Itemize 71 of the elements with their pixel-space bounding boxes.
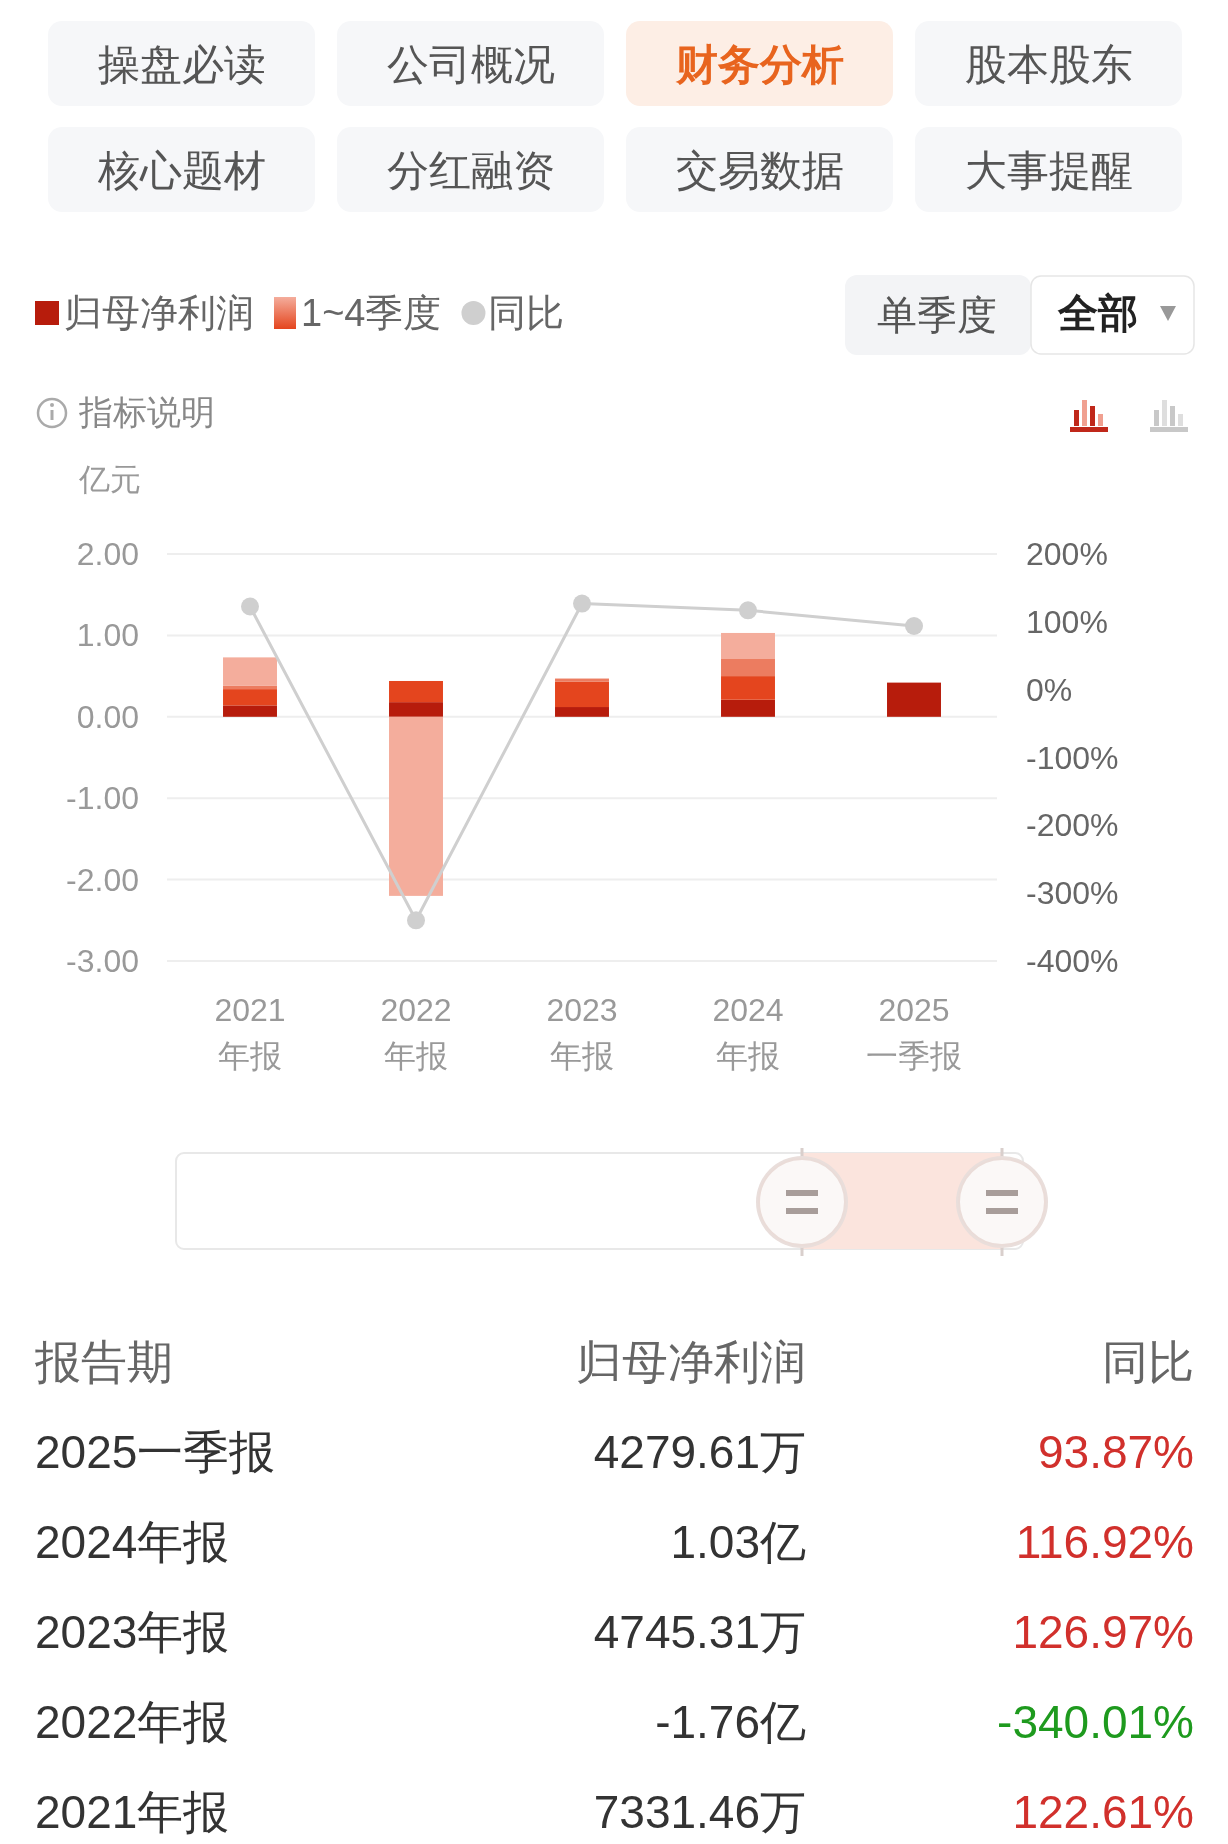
text: 7331.46万 bbox=[593, 1786, 806, 1838]
y-tick-label: 0.00 bbox=[76, 698, 139, 735]
bar bbox=[223, 685, 277, 690]
text: 财务分析 bbox=[674, 40, 844, 88]
legend-label: 1~4季度 bbox=[301, 292, 442, 334]
y2-tick-label: -300% bbox=[1026, 875, 1119, 912]
bar bbox=[721, 659, 775, 677]
text: 116.92% bbox=[1015, 1516, 1194, 1568]
y2-tick-label: -400% bbox=[1026, 943, 1119, 979]
text: 4279.61万 bbox=[593, 1426, 806, 1478]
bar bbox=[721, 632, 775, 660]
text: 93.87% bbox=[1037, 1426, 1194, 1478]
text: 126.97% bbox=[1012, 1606, 1194, 1658]
legend-label: 归母净利润 bbox=[64, 292, 254, 334]
text: 大事提醒 bbox=[964, 146, 1133, 194]
y-axis-title: 亿元 bbox=[78, 461, 141, 497]
point bbox=[241, 597, 259, 616]
x-tick-label: 2022 年报 bbox=[380, 992, 452, 1074]
text: 分红融资 bbox=[386, 146, 555, 194]
bar bbox=[389, 702, 443, 717]
text: 2022年报 bbox=[35, 1696, 230, 1748]
text: 操盘必读 bbox=[97, 40, 266, 88]
text: 股本股东 bbox=[964, 40, 1133, 88]
x-tick-label: 2025 一季报 bbox=[866, 992, 962, 1074]
x-tick-label: 2024 年报 bbox=[712, 992, 784, 1074]
y2-tick-label: 100% bbox=[1026, 603, 1108, 640]
bar bbox=[555, 678, 609, 682]
text: 核心题材 bbox=[96, 146, 266, 194]
bar bbox=[223, 689, 277, 706]
y2-tick-label: -100% bbox=[1026, 739, 1119, 776]
x-tick-label: 2021 年报 bbox=[214, 992, 286, 1074]
text: 1.03亿 bbox=[670, 1516, 806, 1568]
bar bbox=[721, 699, 775, 717]
text: 2025一季报 bbox=[35, 1426, 276, 1478]
bar bbox=[555, 681, 609, 708]
y2-tick-label: -200% bbox=[1026, 807, 1119, 844]
text: 交易数据 bbox=[675, 146, 844, 194]
text: 全部 bbox=[1057, 291, 1138, 335]
point bbox=[905, 616, 923, 635]
bar bbox=[887, 682, 941, 717]
bar bbox=[721, 676, 775, 700]
bar bbox=[223, 705, 277, 717]
point bbox=[739, 601, 757, 620]
y-tick-label: 1.00 bbox=[76, 617, 139, 654]
text: -1.76亿 bbox=[655, 1696, 806, 1748]
y2-tick-label: 200% bbox=[1026, 536, 1108, 572]
y-tick-label: -2.00 bbox=[66, 861, 139, 898]
text: 4745.31万 bbox=[593, 1606, 806, 1658]
text: 2021年报 bbox=[35, 1786, 230, 1838]
y-tick-label: -3.00 bbox=[66, 943, 139, 979]
point bbox=[573, 594, 591, 613]
y-tick-label: -1.00 bbox=[66, 780, 139, 817]
bar bbox=[555, 707, 609, 717]
x-tick-label: 2023 年报 bbox=[546, 992, 618, 1074]
text: 122.61% bbox=[1012, 1786, 1194, 1838]
point bbox=[407, 911, 425, 930]
text: 报告期 bbox=[34, 1336, 173, 1388]
bar bbox=[389, 680, 443, 703]
text: 归母净利润 bbox=[576, 1336, 806, 1388]
text: -340.01% bbox=[997, 1696, 1194, 1748]
legend-label: 同比 bbox=[488, 292, 565, 334]
text: 单季度 bbox=[877, 293, 997, 337]
text: 2023年报 bbox=[35, 1606, 230, 1658]
y-tick-label: 2.00 bbox=[76, 536, 139, 572]
text: 同比 bbox=[1102, 1336, 1194, 1388]
y2-tick-label: 0% bbox=[1026, 671, 1073, 708]
text: 指标说明 bbox=[78, 393, 215, 431]
text: 2024年报 bbox=[35, 1516, 230, 1568]
text: 公司概况 bbox=[386, 40, 555, 88]
bar bbox=[389, 716, 443, 896]
bar bbox=[223, 657, 277, 686]
